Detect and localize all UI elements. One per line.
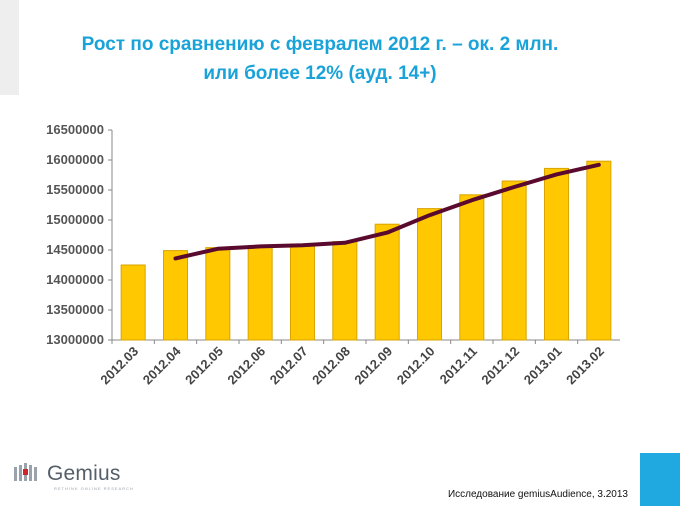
x-tick-label: 2012.04 [140, 343, 184, 387]
bar-2012.04 [163, 250, 188, 341]
x-tick-label: 2012.03 [97, 344, 141, 388]
left-decor-strip [0, 0, 19, 95]
gemius-logo-icon [14, 463, 37, 481]
x-tick-label: 2013.01 [521, 344, 565, 388]
chart-title: Рост по сравнению с февралем 2012 г. – о… [40, 30, 600, 88]
y-tick-label: 13500000 [46, 302, 104, 317]
bar-2012.10 [417, 208, 442, 341]
bar-2012.03 [120, 264, 146, 341]
bar-2012.06 [247, 245, 273, 341]
trend-line [173, 162, 601, 261]
y-tick-label: 13000000 [46, 332, 104, 347]
bar-2013.02 [586, 160, 612, 341]
y-tick-label: 14000000 [46, 272, 104, 287]
bar-2012.09 [374, 223, 400, 341]
x-tick-label: 2012.09 [351, 344, 395, 388]
gemius-logo: Gemius RETHINK ONLINE RESEARCH [14, 462, 133, 491]
x-tick-label: 2012.07 [267, 344, 311, 388]
x-tick-label: 2012.05 [182, 344, 226, 388]
x-tick-label: 2012.06 [224, 344, 268, 388]
bar-2013.01 [544, 167, 569, 341]
bar-2012.07 [290, 243, 315, 341]
x-tick-label: 2012.08 [309, 344, 353, 388]
footer-source: Исследование gemiusAudience, 3.2013 [447, 489, 628, 500]
y-tick-label: 15000000 [46, 212, 104, 227]
title-line-1: Рост по сравнению с февралем 2012 г. – о… [81, 34, 559, 55]
x-tick-label: 2012.10 [394, 344, 438, 388]
x-tick-label: 2013.02 [563, 344, 607, 388]
y-tick-label: 16500000 [46, 122, 104, 137]
y-tick-label: 15500000 [46, 182, 104, 197]
bar-2012.08 [332, 241, 358, 341]
x-tick-label: 2012.11 [437, 344, 480, 387]
bar-2012.05 [205, 247, 231, 341]
title-line-2: или более 12% (ауд. 14+) [203, 63, 437, 84]
y-tick-label: 16000000 [46, 152, 104, 167]
y-tick-label: 14500000 [46, 242, 104, 257]
x-tick-label: 2012.12 [478, 344, 522, 388]
bar-2012.11 [459, 194, 485, 341]
logo-tagline: RETHINK ONLINE RESEARCH [54, 486, 134, 491]
bar-2012.12 [501, 180, 527, 341]
logo-name: Gemius [47, 462, 121, 485]
corner-accent [640, 453, 680, 506]
